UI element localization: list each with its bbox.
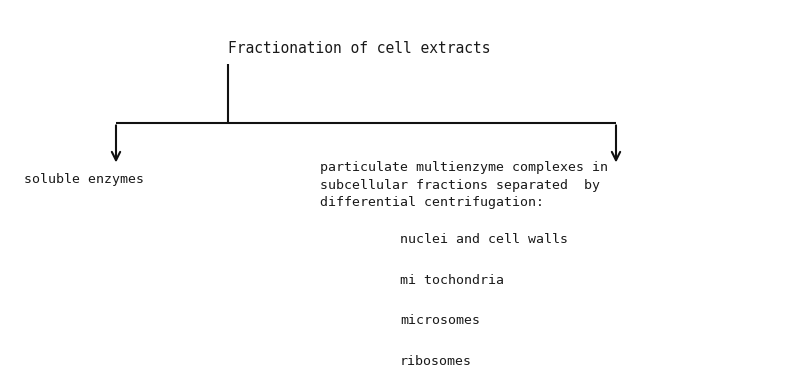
Text: particulate multienzyme complexes in
subcellular fractions separated  by
differe: particulate multienzyme complexes in sub… xyxy=(320,161,608,209)
Text: mi tochondria: mi tochondria xyxy=(400,273,504,287)
Text: microsomes: microsomes xyxy=(400,314,480,328)
Text: Fractionation of cell extracts: Fractionation of cell extracts xyxy=(228,41,490,56)
Text: ribosomes: ribosomes xyxy=(400,355,472,368)
Text: nuclei and cell walls: nuclei and cell walls xyxy=(400,233,568,246)
Text: soluble enzymes: soluble enzymes xyxy=(24,173,144,186)
